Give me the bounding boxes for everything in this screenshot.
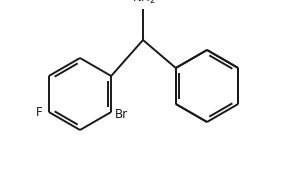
Text: F: F	[36, 105, 43, 118]
Text: NH$_2$: NH$_2$	[132, 0, 156, 6]
Text: Br: Br	[115, 108, 128, 121]
